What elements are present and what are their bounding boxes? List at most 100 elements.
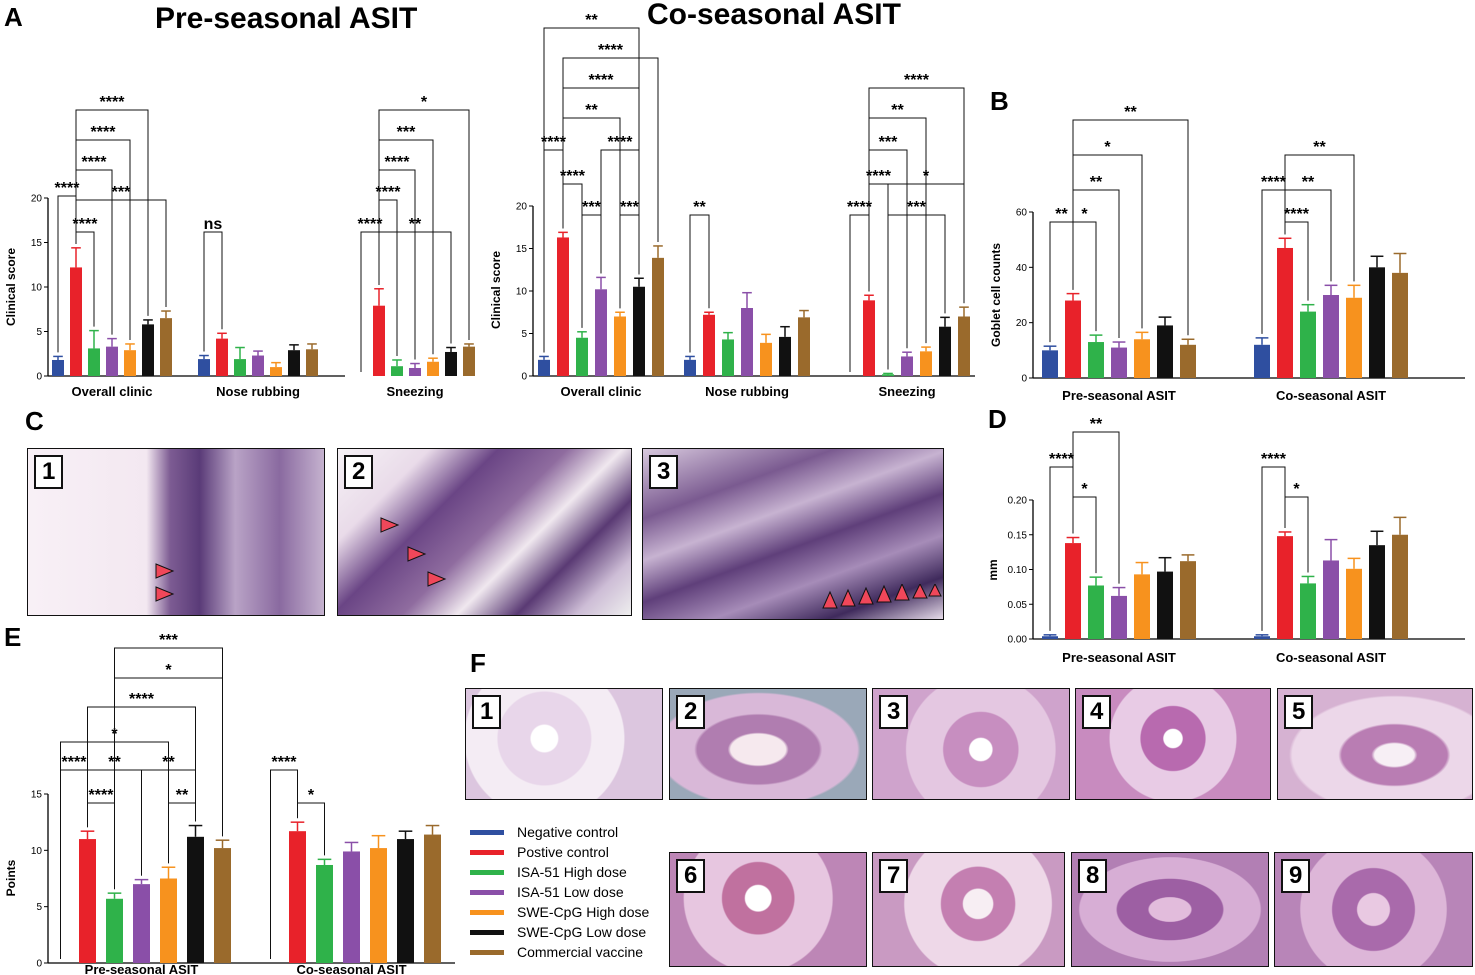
x-category-label: Co-seasonal ASIT <box>296 962 406 975</box>
micrograph-f4-number: 4 <box>1082 695 1112 729</box>
significance-label: **** <box>847 199 873 216</box>
significance-label: ** <box>1090 416 1103 433</box>
micrograph-f8-number: 8 <box>1078 859 1108 893</box>
significance-bracket <box>1072 119 1189 336</box>
significance-label: *** <box>159 632 178 649</box>
micrograph-f6: 6 <box>669 852 867 967</box>
bar <box>1277 247 1293 378</box>
bar <box>343 851 360 963</box>
y-axis-label: Clinical score <box>4 248 18 326</box>
y-tick-label: 0 <box>36 959 42 970</box>
bar <box>306 349 318 376</box>
bar <box>760 342 772 376</box>
significance-label: ** <box>693 199 706 216</box>
significance-label: **** <box>1261 174 1287 191</box>
significance-label: **** <box>129 691 155 708</box>
bar <box>1180 561 1196 639</box>
legend-label: Commercial vaccine <box>517 944 644 960</box>
legend-swatch <box>470 909 504 915</box>
x-category-label: Overall clinic <box>72 384 153 399</box>
significance-label: **** <box>589 72 615 89</box>
significance-label: *** <box>397 124 416 141</box>
x-category-label: Sneezing <box>878 384 935 399</box>
bar <box>576 337 588 376</box>
significance-bracket <box>543 27 640 353</box>
bar <box>198 359 210 376</box>
significance-label: * <box>421 94 428 111</box>
bar <box>1088 585 1104 639</box>
micrograph-f2-number: 2 <box>676 695 706 729</box>
legend-swatch <box>470 849 504 855</box>
significance-bracket <box>562 57 659 242</box>
y-tick-label: 5 <box>36 327 42 338</box>
significance-label: **** <box>89 787 115 804</box>
legend-label: ISA-51 High dose <box>517 864 627 880</box>
y-axis-label: Points <box>4 859 18 896</box>
bar <box>463 346 475 376</box>
bar <box>652 257 664 376</box>
bar <box>214 848 231 963</box>
y-tick-label: 20 <box>516 202 528 213</box>
significance-bracket <box>114 647 223 890</box>
significance-bracket <box>1284 154 1355 282</box>
legend-swatch <box>470 889 504 895</box>
significance-bracket <box>270 769 298 959</box>
bar <box>684 359 696 376</box>
bar <box>920 351 932 376</box>
significance-label: ** <box>1302 174 1315 191</box>
y-tick-label: 15 <box>516 244 528 255</box>
bar <box>595 289 607 376</box>
micrograph-c2-number: 2 <box>344 455 374 489</box>
micrograph-f5: 5 <box>1277 688 1473 800</box>
bar <box>288 350 300 376</box>
legend: Negative control Postive control ISA-51 … <box>470 822 649 962</box>
significance-bracket <box>868 117 927 344</box>
micrograph-f3-number: 3 <box>879 695 909 729</box>
y-tick-label: 10 <box>31 846 43 857</box>
x-category-label: Pre-seasonal ASIT <box>1062 650 1176 665</box>
significance-label: *** <box>582 199 601 216</box>
significance-bracket <box>887 214 946 370</box>
y-tick-label: 0.00 <box>1008 635 1028 646</box>
significance-label: **** <box>358 216 384 233</box>
bar <box>1346 297 1362 378</box>
y-axis-label: Goblet cell counts <box>989 243 1003 347</box>
y-tick-label: 0 <box>36 372 42 383</box>
significance-label: **** <box>62 754 88 771</box>
bar <box>70 267 82 376</box>
bar <box>779 336 791 376</box>
x-category-label: Pre-seasonal ASIT <box>85 962 199 975</box>
bar <box>633 286 645 376</box>
bar <box>863 300 875 376</box>
legend-label: Negative control <box>517 824 619 840</box>
bar <box>1042 350 1058 378</box>
legend-label: SWE-CpG High dose <box>517 904 650 920</box>
micrograph-f4: 4 <box>1075 688 1271 800</box>
significance-bracket <box>1284 496 1309 573</box>
micrograph-f9: 9 <box>1274 852 1473 967</box>
bar <box>370 848 387 963</box>
y-tick-label: 0.05 <box>1008 600 1028 611</box>
bar <box>373 305 385 376</box>
bar <box>1369 545 1385 639</box>
panel-letter-f: F <box>470 648 486 678</box>
significance-label: ** <box>585 102 598 119</box>
significance-label: * <box>1104 139 1111 156</box>
significance-label: ns <box>204 216 223 233</box>
micrograph-c2: 2 <box>337 448 632 616</box>
significance-bracket <box>87 706 196 828</box>
bar <box>1157 571 1173 639</box>
significance-label: **** <box>541 134 567 151</box>
micrograph-f1: 1 <box>465 688 663 800</box>
bar <box>1254 344 1270 378</box>
bar <box>958 316 970 376</box>
x-category-label: Overall clinic <box>561 384 642 399</box>
y-tick-label: 0.15 <box>1008 530 1028 541</box>
significance-label: **** <box>82 154 108 171</box>
micrograph-f7-number: 7 <box>879 859 909 893</box>
bar <box>316 864 333 963</box>
micrograph-f2: 2 <box>669 688 867 800</box>
significance-label: **** <box>91 124 117 141</box>
significance-bracket <box>689 214 710 353</box>
